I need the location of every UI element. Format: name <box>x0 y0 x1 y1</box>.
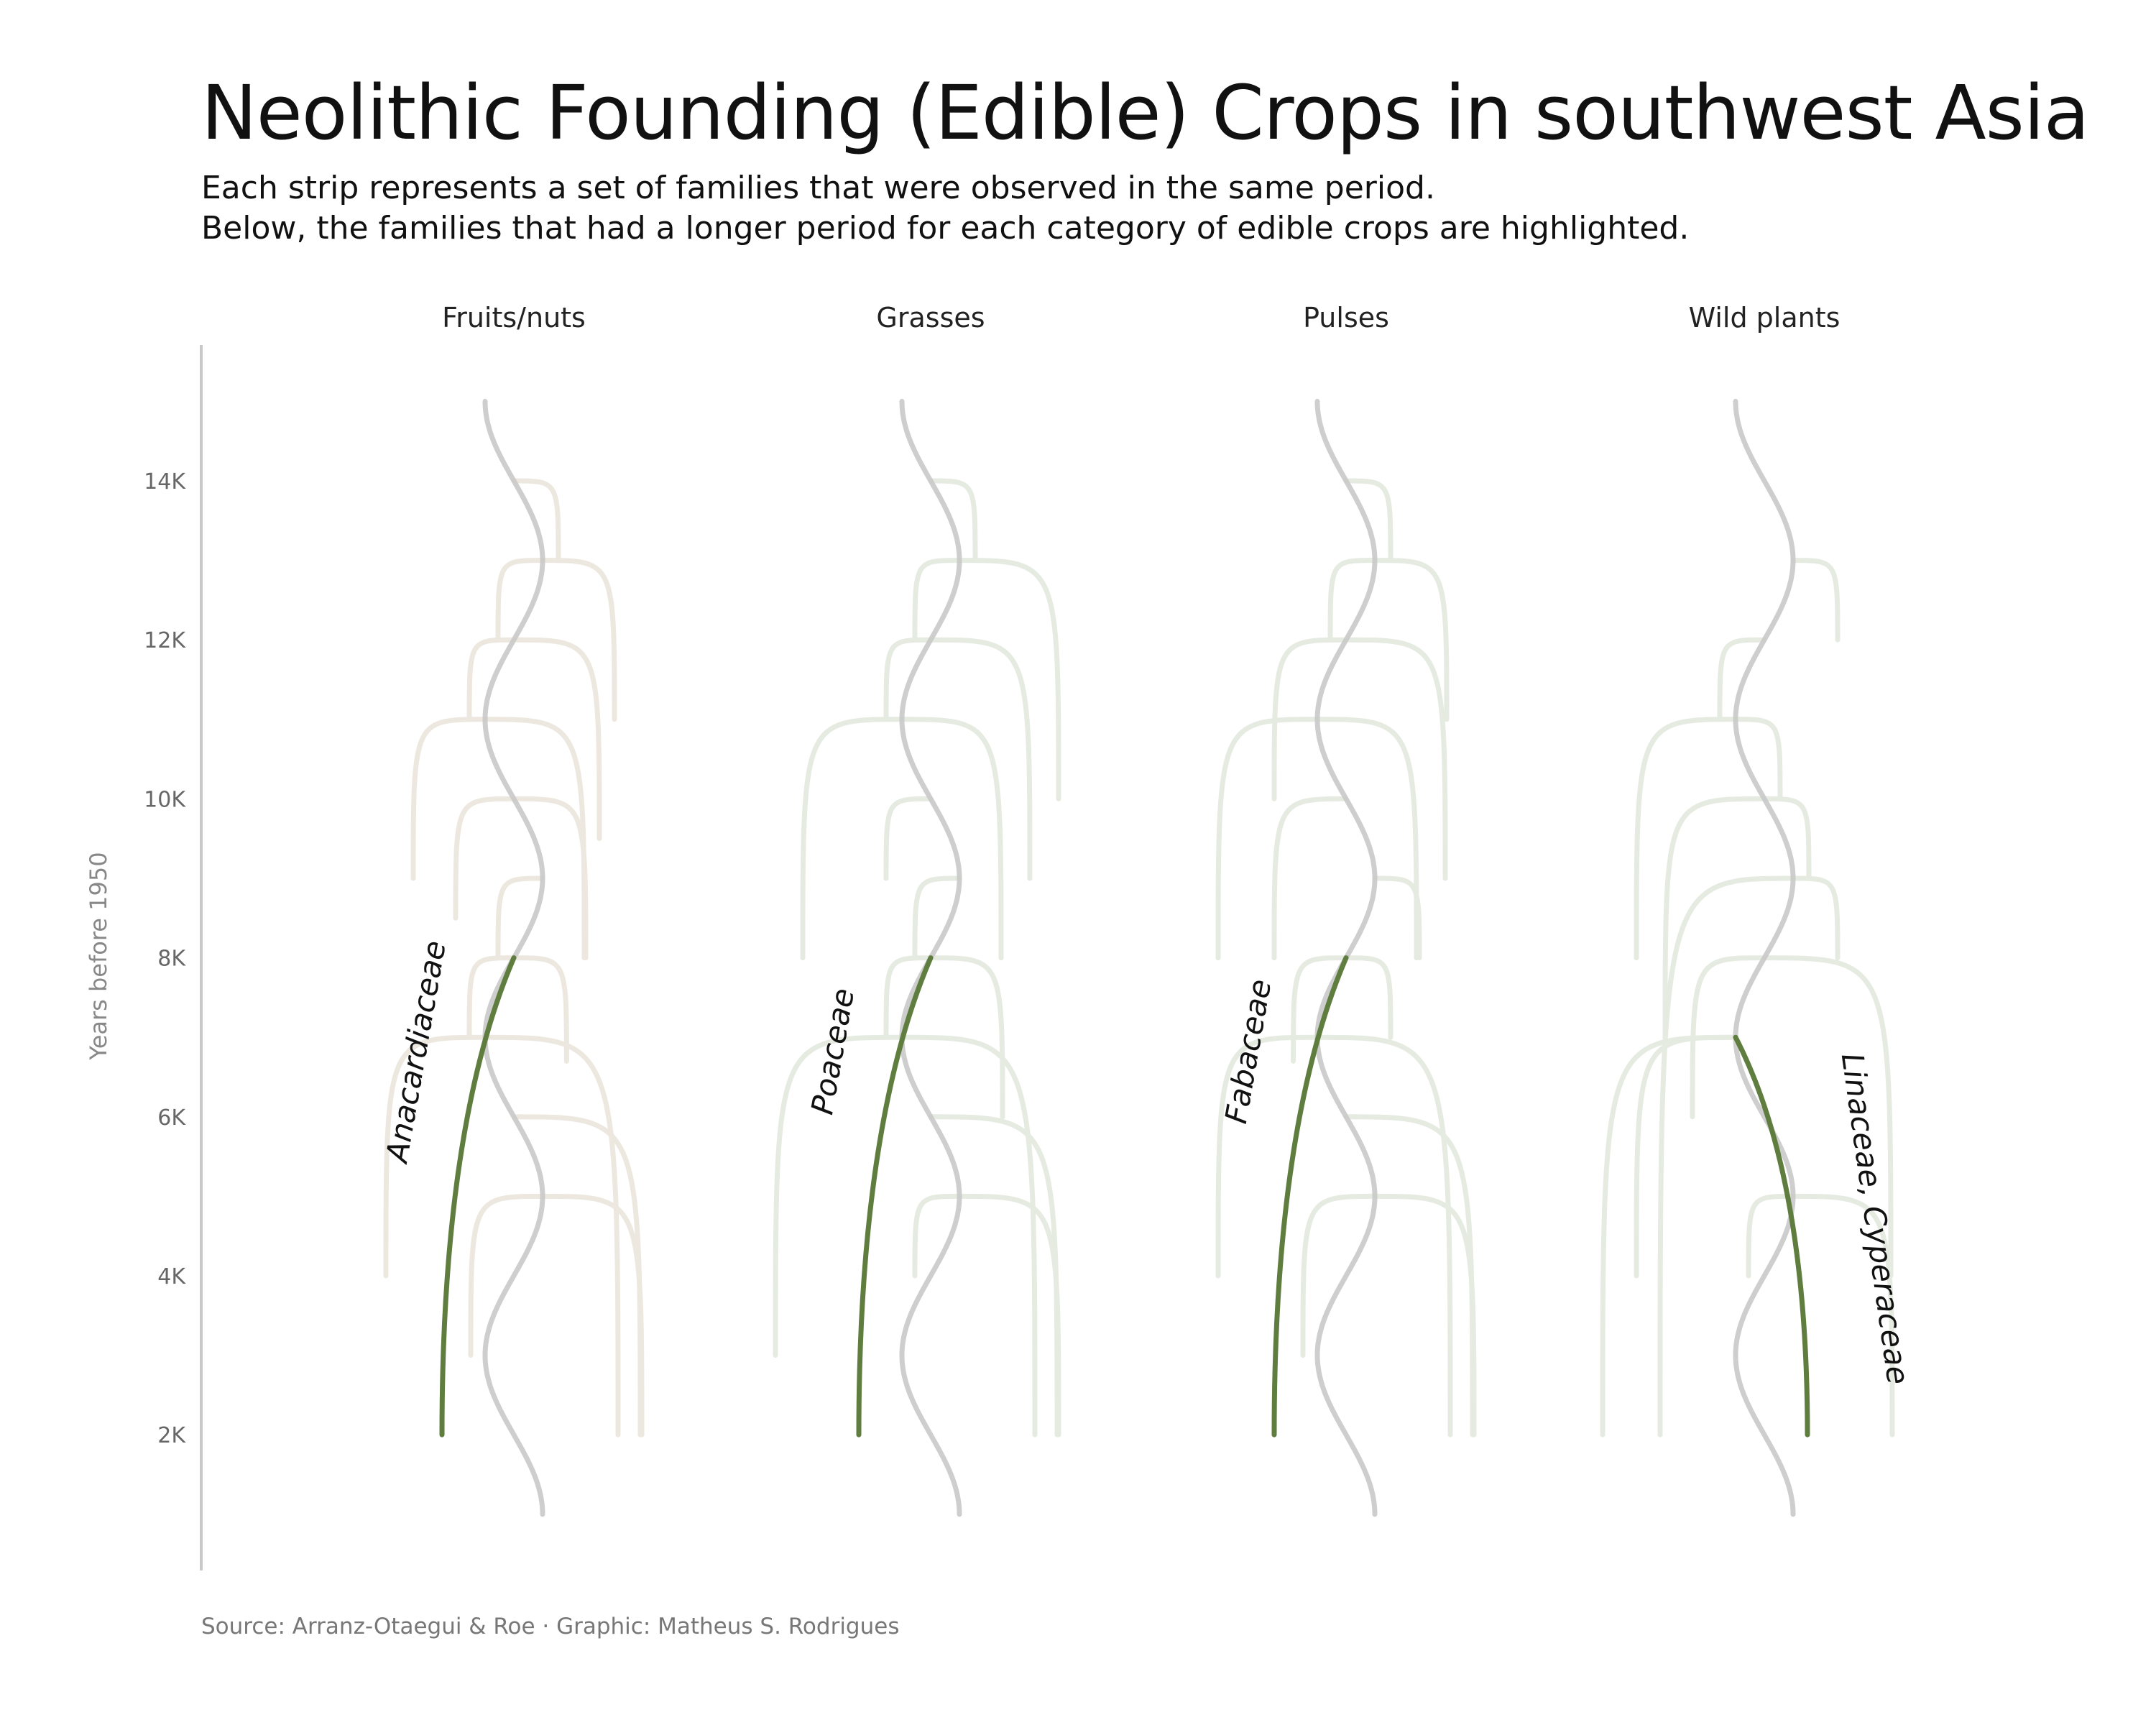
y-tick-label: 14K <box>144 469 186 494</box>
family-branch <box>1327 558 1378 643</box>
family-branch <box>466 955 517 1040</box>
family-branch <box>957 558 1061 801</box>
family-branch <box>928 955 1005 1120</box>
family-branch <box>540 558 617 722</box>
family-branch <box>1372 558 1450 722</box>
y-tick-label: 4K <box>157 1264 186 1289</box>
family-branch <box>1634 717 1738 961</box>
highlight-branch <box>1271 955 1349 1438</box>
family-branch <box>1790 558 1841 643</box>
family-branch <box>466 637 517 722</box>
panel-pulses: Pulses Fabaceae <box>1215 302 1477 1517</box>
family-branch <box>899 1034 1038 1438</box>
family-branch <box>1717 637 1767 722</box>
highlight-branch <box>1733 1034 1810 1438</box>
y-tick-label: 10K <box>144 787 186 812</box>
family-branch <box>540 1193 645 1438</box>
family-branch <box>883 796 934 881</box>
family-branch <box>1372 1193 1477 1438</box>
family-branch <box>1733 717 1783 801</box>
family-branch <box>511 1114 643 1438</box>
family-branch <box>495 558 545 643</box>
family-branch <box>482 1034 621 1438</box>
chart-title: Neolithic Founding (Edible) Crops in sou… <box>201 69 2089 157</box>
family-branch <box>1790 1193 1895 1438</box>
family-branch <box>1215 1034 1320 1279</box>
panel-title: Wild plants <box>1689 302 1841 334</box>
y-tick-label: 6K <box>157 1105 186 1131</box>
subtitle-line-2: Below, the families that had a longer pe… <box>201 210 1690 247</box>
family-branch <box>1343 637 1448 881</box>
subtitle-line-1: Each strip represents a set of families … <box>201 170 1435 206</box>
family-branch <box>928 637 1033 881</box>
family-branch <box>511 955 569 1064</box>
highlight-branch <box>439 955 517 1438</box>
y-tick-label: 12K <box>144 628 186 653</box>
family-branch <box>1761 796 1812 881</box>
family-branch <box>1761 955 1894 1279</box>
family-branch <box>912 875 962 961</box>
source-caption: Source: Arranz-Otaegui & Roe · Graphic: … <box>201 1614 900 1639</box>
family-branch <box>1271 796 1349 961</box>
family-branch <box>1662 796 1767 1040</box>
family-branch <box>511 796 589 961</box>
family-branch <box>1343 478 1393 564</box>
family-branch <box>511 478 561 564</box>
family-branch <box>1343 1114 1475 1438</box>
panel-fruits-nuts: Fruits/nuts Anacardiaceae <box>379 302 645 1517</box>
y-axis-title: Years before 1950 <box>85 852 112 1060</box>
family-branch <box>1372 875 1422 961</box>
family-branch <box>899 717 1004 961</box>
family-branch <box>957 1193 1061 1438</box>
highlight-branch <box>856 955 934 1438</box>
family-branch <box>1600 1034 1738 1438</box>
family-branch <box>800 717 905 961</box>
family-branch <box>1746 1193 1796 1279</box>
highlight-label: Fabaceae <box>1218 977 1278 1126</box>
family-branch <box>883 637 934 722</box>
family-branch <box>1300 1193 1378 1358</box>
family-branch <box>1790 875 1841 961</box>
family-branch <box>1215 717 1320 961</box>
family-branch <box>1657 875 1796 1438</box>
family-branch <box>410 717 488 881</box>
family-branch <box>1291 955 1349 1064</box>
family-branch <box>928 1114 1060 1438</box>
panel-title: Fruits/nuts <box>442 302 586 334</box>
family-branch <box>1634 1034 1738 1279</box>
y-tick-label: 8K <box>157 947 186 972</box>
family-branch <box>773 1034 905 1358</box>
family-branch <box>912 558 962 643</box>
family-branch <box>1690 955 1767 1120</box>
family-branch <box>453 796 517 921</box>
family-branch <box>468 1193 545 1358</box>
highlight-label: Anacardiaceae <box>379 938 453 1167</box>
panel-title: Grasses <box>876 302 985 334</box>
family-branch <box>928 478 978 564</box>
family-branch <box>511 637 602 842</box>
family-branch <box>1343 955 1393 1040</box>
family-branch <box>1271 637 1349 801</box>
chart-subtitle: Each strip represents a set of families … <box>201 168 1689 249</box>
panel-wild-plants: Wild plants Linaceae, Cyperaceae <box>1600 302 1916 1517</box>
family-branch <box>1314 1034 1453 1438</box>
family-branch <box>1314 717 1419 961</box>
timeline-stem <box>1733 398 1796 1517</box>
family-branch <box>383 1034 488 1279</box>
highlight-label: Linaceae, Cyperaceae <box>1835 1051 1916 1386</box>
family-branch <box>883 955 934 1040</box>
panel-title: Pulses <box>1303 302 1389 334</box>
y-tick-label: 2K <box>157 1423 186 1448</box>
family-branch <box>912 1193 962 1279</box>
family-branch <box>495 875 545 961</box>
